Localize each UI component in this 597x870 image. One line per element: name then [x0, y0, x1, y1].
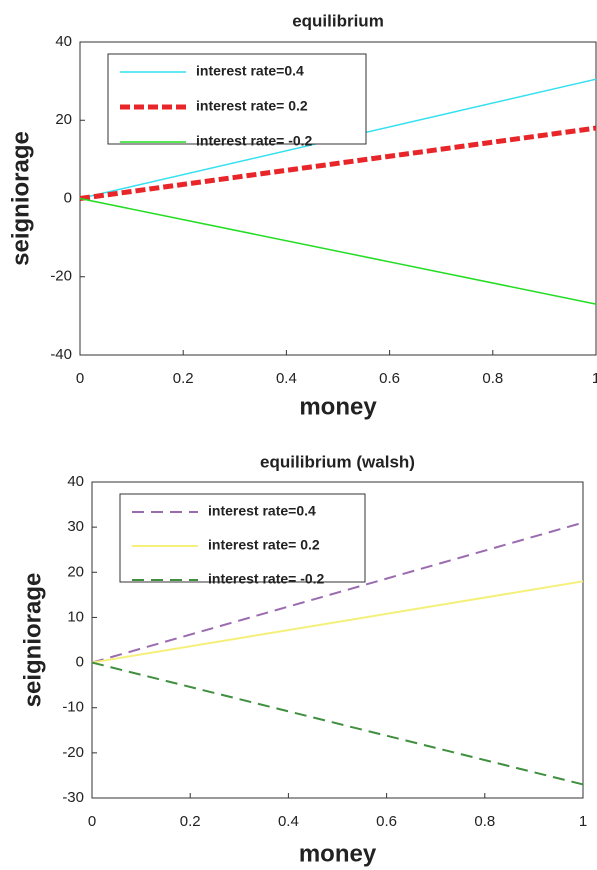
series-line: [79, 125, 597, 201]
series-line: [79, 197, 597, 305]
y-tick-label: 10: [67, 608, 84, 625]
y-tick-label: 20: [55, 111, 72, 128]
y-tick-label: 0: [76, 654, 84, 671]
x-tick-label: 0.6: [379, 370, 400, 387]
y-axis-label: seigniorage: [19, 573, 46, 708]
legend-label: interest rate= -0.2: [196, 133, 313, 149]
chart-title: equilibrium: [292, 11, 384, 30]
series-line: [91, 580, 584, 664]
y-tick-label: -30: [62, 789, 84, 806]
y-tick-label: 40: [67, 473, 84, 490]
x-axis-label: money: [299, 393, 377, 420]
y-tick-label: -20: [62, 744, 84, 761]
x-tick-label: 0.6: [376, 813, 397, 830]
legend-label: interest rate= -0.2: [208, 571, 325, 587]
x-tick-label: 1: [579, 813, 587, 830]
chart-title: equilibrium (walsh): [260, 452, 415, 471]
x-tick-label: 0.4: [278, 813, 299, 830]
y-axis-label: seigniorage: [7, 131, 34, 266]
y-tick-label: 20: [67, 563, 84, 580]
x-tick-label: 0.2: [180, 813, 201, 830]
legend-box: [119, 493, 366, 583]
legend-label: interest rate= 0.2: [208, 537, 320, 553]
series-line: [91, 521, 584, 664]
y-tick-label: 0: [64, 189, 72, 206]
legend-label: interest rate=0.4: [196, 63, 304, 79]
legend-label: interest rate=0.4: [208, 503, 316, 519]
y-tick-label: -10: [62, 699, 84, 716]
x-tick-label: 0: [88, 813, 96, 830]
x-tick-label: 0.2: [173, 370, 194, 387]
legend-label: interest rate= 0.2: [196, 98, 308, 114]
x-tick-label: 0.4: [276, 370, 297, 387]
series-line: [91, 661, 584, 786]
x-tick-label: 0.8: [482, 370, 503, 387]
x-tick-label: 0: [76, 370, 84, 387]
y-tick-label: -20: [50, 268, 72, 285]
y-tick-label: -40: [50, 346, 72, 363]
legend-box: [107, 53, 367, 145]
x-axis-label: money: [299, 840, 377, 867]
x-tick-label: 0.8: [474, 813, 495, 830]
y-tick-label: 30: [67, 518, 84, 535]
x-tick-label: 1: [592, 370, 597, 387]
y-tick-label: 40: [55, 33, 72, 50]
